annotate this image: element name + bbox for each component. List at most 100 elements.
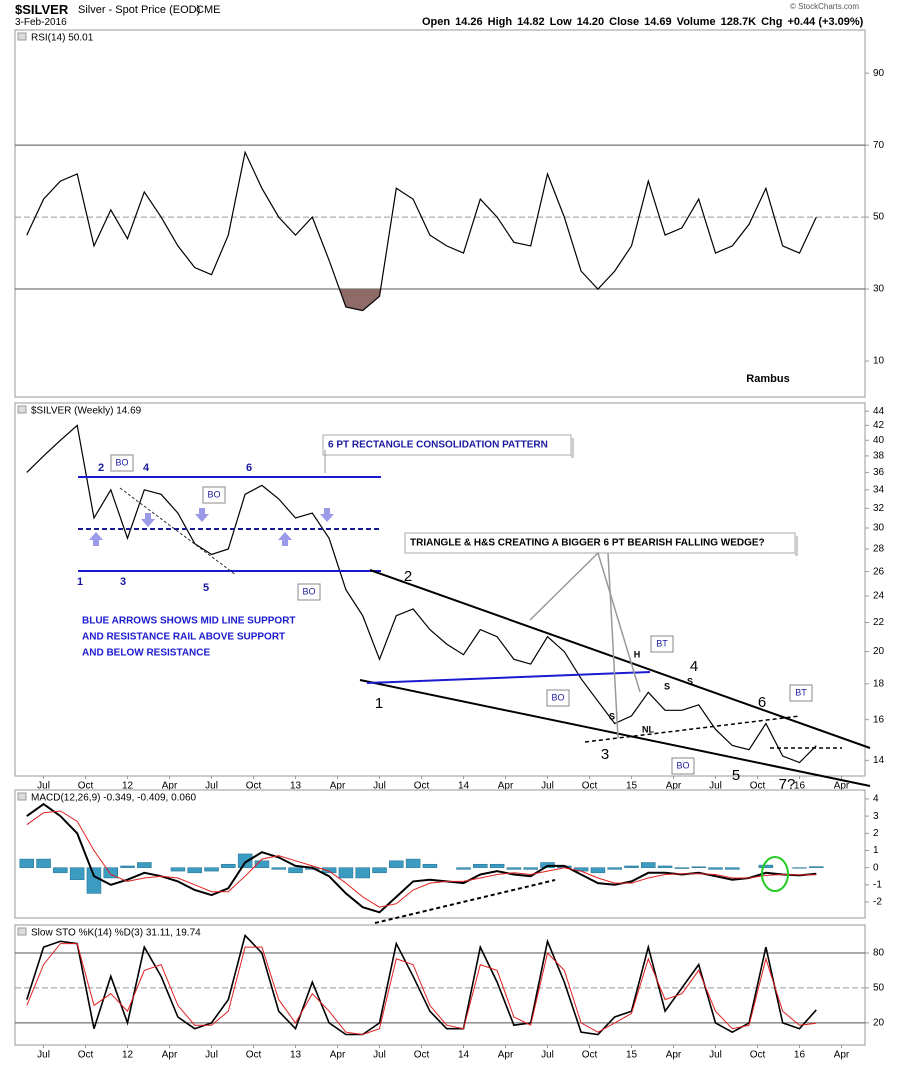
y-tick-label: 30: [873, 523, 885, 534]
panel-icon: [17, 927, 27, 936]
histogram-bar: [456, 867, 471, 870]
wave-label: 3: [601, 746, 609, 763]
y-tick-label: 3: [873, 811, 879, 822]
histogram-bar: [607, 867, 622, 870]
panel-title: $SILVER (Weekly) 14.69: [31, 406, 142, 417]
annotation-box: [297, 583, 321, 601]
histogram-bar: [137, 862, 152, 868]
pattern-label: NL: [642, 724, 654, 734]
x-tick-label: Oct: [582, 1050, 598, 1061]
instrument: Silver - Spot Price (EOD): [78, 4, 201, 16]
histogram-bar: [590, 867, 606, 874]
copyright: © StockCharts.com: [790, 2, 860, 11]
down-arrow: [320, 508, 334, 522]
quote-label: High: [487, 16, 513, 28]
annotation: TRIANGLE & H&S CREATING A BIGGER 6 PT BE…: [410, 538, 765, 549]
y-tick-label: 26: [873, 566, 885, 577]
pointer: [529, 551, 641, 693]
series-line: [26, 802, 817, 914]
x-tick-label: Oct: [414, 781, 430, 792]
y-tick-label: 4: [873, 794, 879, 805]
histogram-bar: [691, 866, 706, 868]
histogram-bar: [725, 867, 740, 870]
panel: [14, 402, 866, 777]
x-tick-label: 15: [626, 781, 638, 792]
y-tick-label: 50: [873, 983, 885, 994]
x-tick-label: Jul: [541, 781, 554, 792]
annotation: BO: [207, 489, 220, 499]
x-tick-label: 16: [794, 781, 806, 792]
down-arrow: [141, 513, 155, 527]
histogram-bar: [288, 867, 303, 874]
annotation: AND BELOW RESISTANCE: [82, 648, 210, 659]
x-tick-label: Oct: [414, 1050, 430, 1061]
histogram-bar: [254, 860, 270, 868]
wave-label: 2: [98, 462, 104, 474]
annotation: AND RESISTANCE RAIL ABOVE SUPPORT: [82, 632, 285, 643]
y-tick-label: 14: [873, 755, 885, 766]
y-tick-label: 22: [873, 617, 885, 628]
y-tick-label: 20: [873, 646, 885, 657]
wedge-bottom: [359, 679, 871, 787]
quote-value: 14.20: [576, 16, 605, 28]
triangle-line: [366, 671, 651, 684]
wave-label: 4: [143, 462, 150, 474]
quote-value: 128.7K: [720, 16, 757, 28]
histogram-bar: [523, 867, 538, 870]
x-tick-label: 15: [626, 1050, 638, 1061]
panel-title: RSI(14) 50.01: [31, 33, 94, 44]
signature: Rambus: [746, 373, 789, 385]
y-tick-label: -1: [873, 879, 882, 890]
y-tick-label: 38: [873, 451, 885, 462]
x-tick-label: Oct: [246, 1050, 262, 1061]
x-tick-label: Apr: [498, 1050, 514, 1061]
histogram-bar: [19, 858, 35, 868]
wave-label: 2: [404, 568, 412, 585]
annotation: BO: [115, 457, 128, 467]
wave-label: 3: [120, 576, 126, 588]
pattern-label: S: [687, 676, 693, 686]
highlight: [761, 856, 789, 892]
x-tick-label: Apr: [330, 781, 346, 792]
exchange: CME: [196, 4, 221, 16]
annotation-box: [650, 635, 674, 653]
x-tick-label: Apr: [498, 781, 514, 792]
panel: [14, 924, 866, 1046]
x-tick-label: Oct: [78, 781, 94, 792]
symbol: $SILVER: [15, 2, 69, 17]
quote: Open 14.26 High 14.82 Low 14.20 Close 14.69 Volu…: [422, 16, 868, 28]
y-tick-label: 80: [873, 948, 885, 959]
y-tick-label: -2: [873, 897, 882, 908]
x-tick-label: Apr: [162, 1050, 178, 1061]
y-tick-label: 70: [873, 140, 885, 151]
histogram-bar: [170, 867, 186, 872]
histogram-bar: [187, 867, 202, 874]
wave-label: 4: [690, 658, 698, 675]
y-tick-label: 36: [873, 467, 885, 478]
x-tick-label: Oct: [750, 1050, 766, 1061]
arrows: [89, 508, 334, 546]
panel-title: MACD(12,26,9) -0.349, -0.409, 0.060: [31, 793, 197, 804]
histogram-bar: [489, 863, 505, 868]
quote-value: +0.44 (+3.09%): [787, 16, 864, 28]
x-tick-label: Jul: [373, 781, 386, 792]
panel: [14, 789, 866, 919]
annotation: BO: [676, 760, 689, 770]
x-tick-label: 13: [290, 781, 302, 792]
up-arrow: [89, 532, 103, 546]
x-tick-label: Apr: [666, 1050, 682, 1061]
quote-value: 14.82: [517, 16, 545, 28]
y-tick-label: 50: [873, 212, 885, 223]
quote-value: 14.69: [644, 16, 672, 28]
y-tick-label: 20: [873, 1018, 885, 1029]
y-tick-label: 0: [873, 862, 879, 873]
x-tick-label: Oct: [582, 781, 598, 792]
header: $SILVER Silver - Spot Price (EOD) CME 3-…: [0, 0, 900, 30]
x-tick-label: Jul: [37, 1050, 50, 1061]
histogram-bar: [792, 867, 807, 869]
y-tick-label: 1: [873, 845, 879, 856]
wave-label: 6: [246, 462, 252, 474]
y-tick-label: 40: [873, 435, 885, 446]
